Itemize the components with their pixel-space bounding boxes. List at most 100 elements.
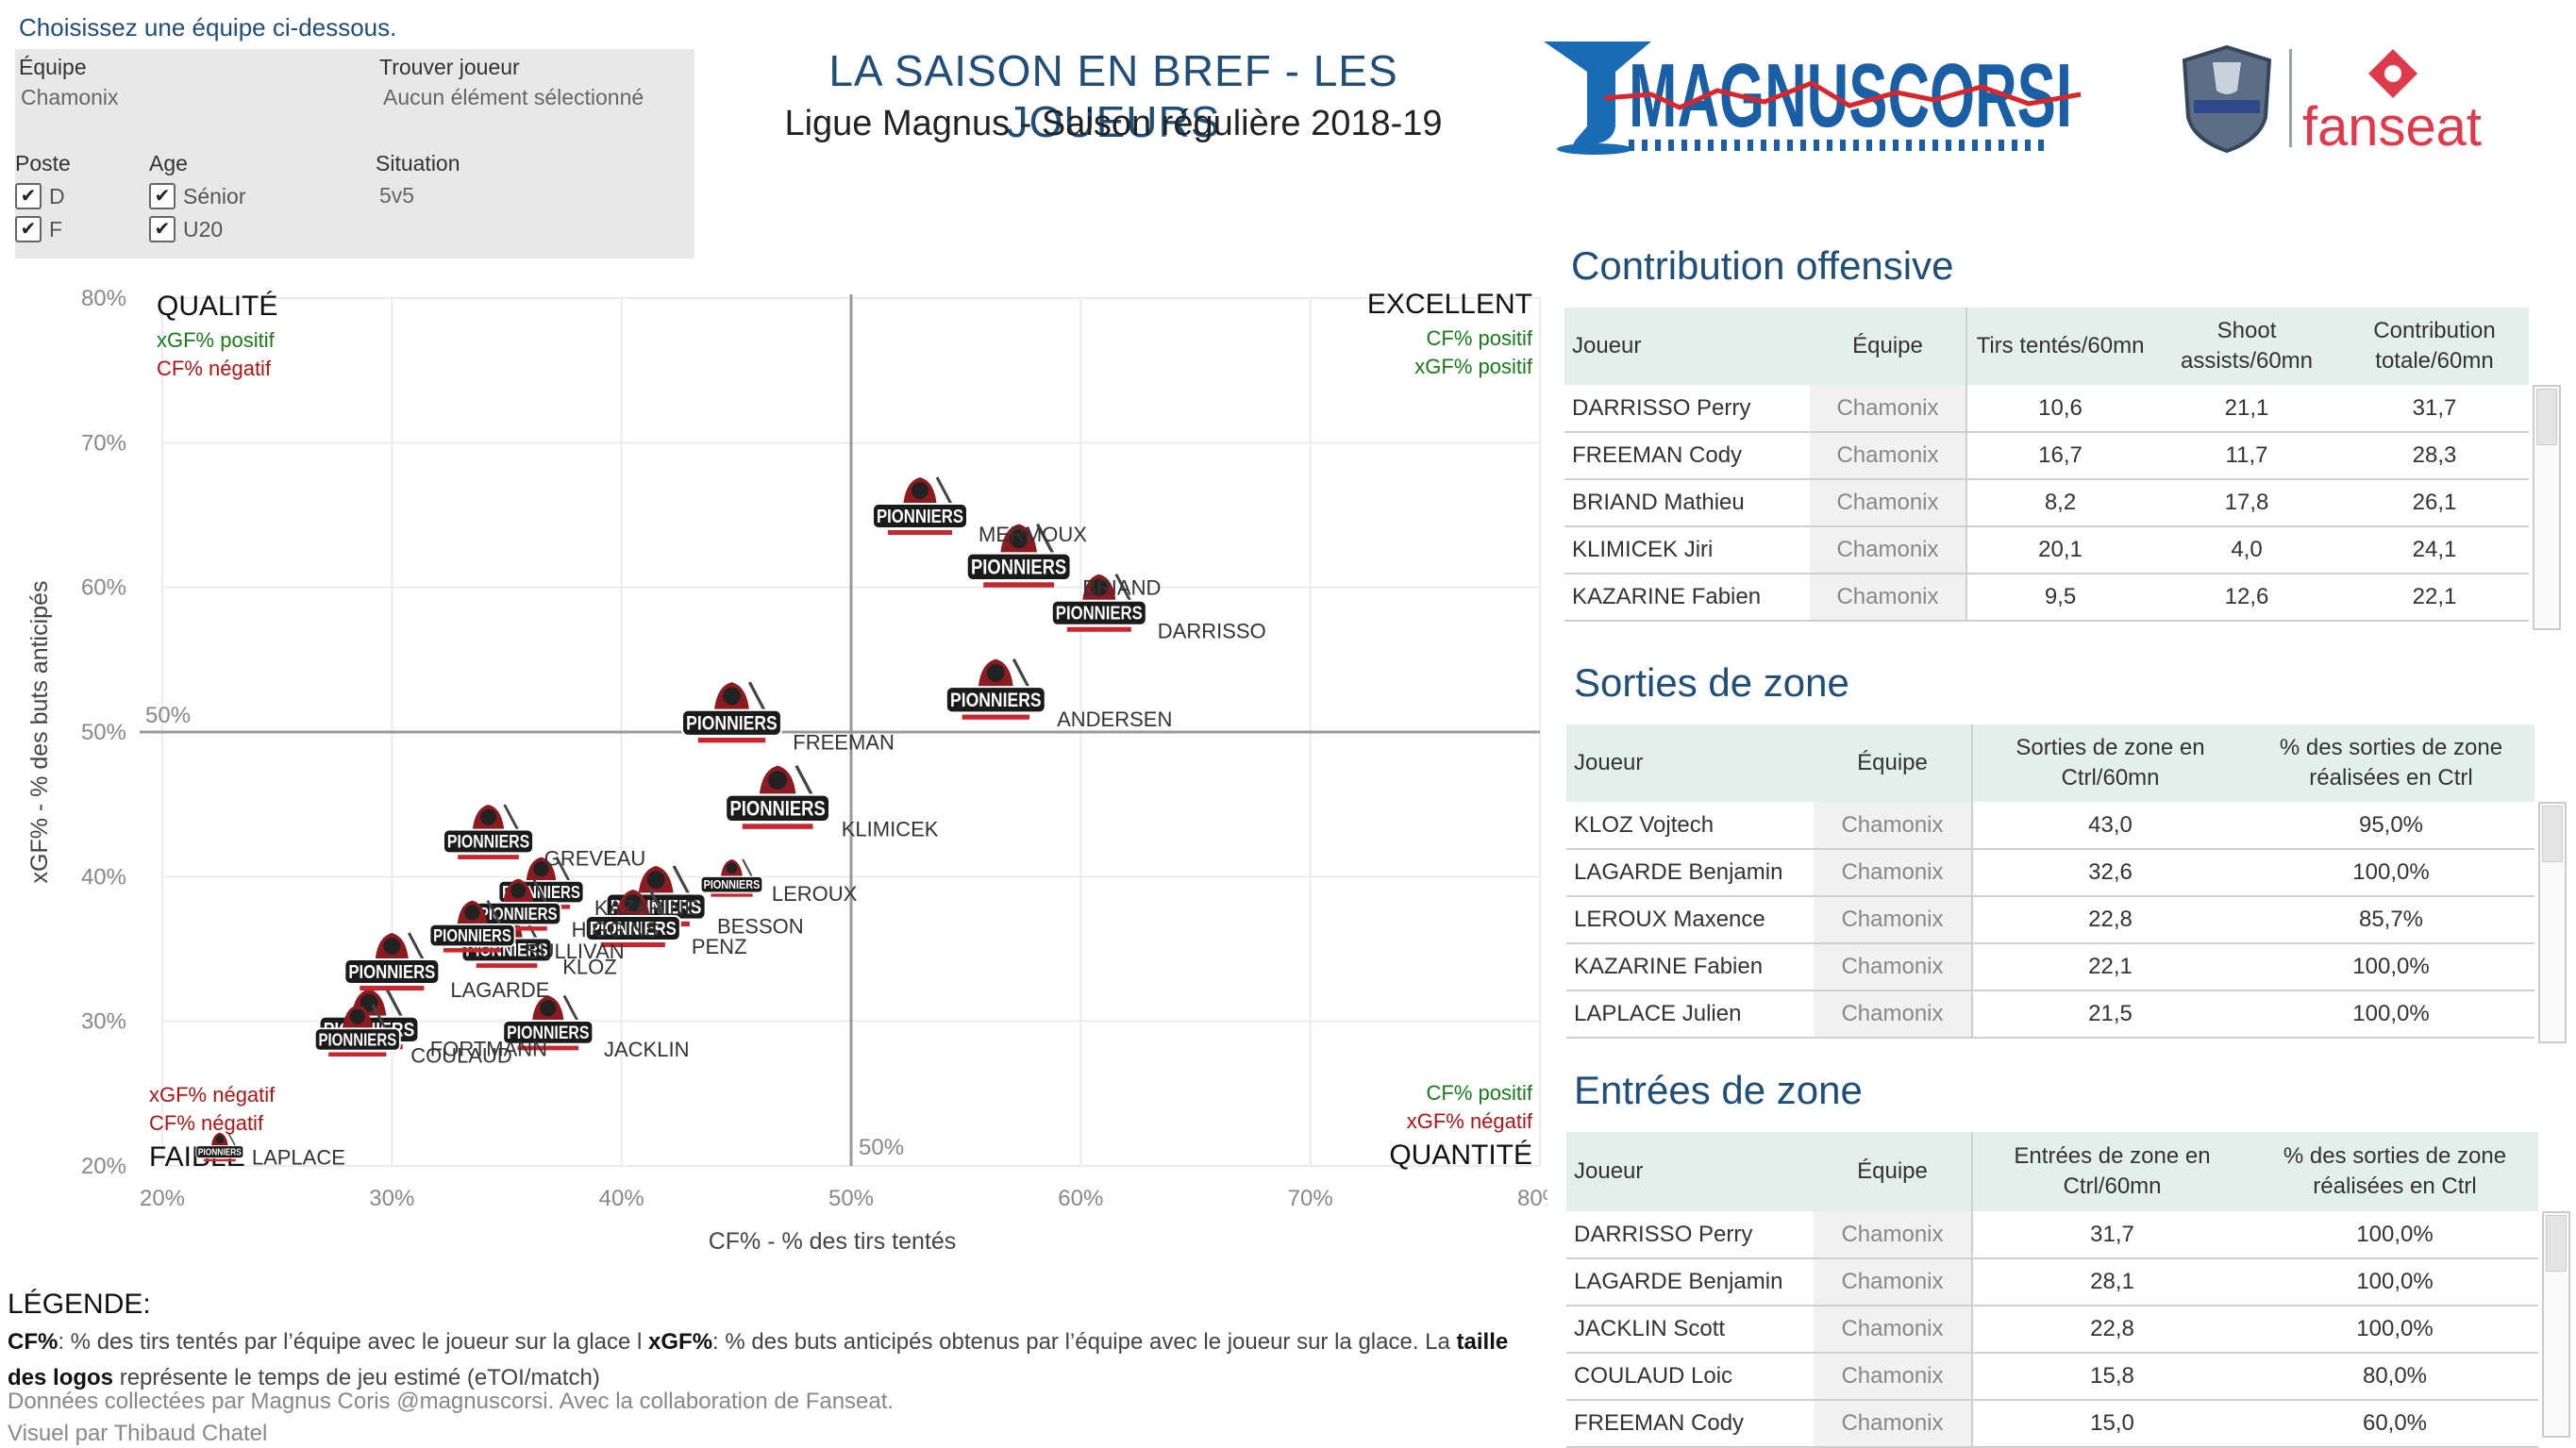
scrollbar-thumb[interactable] (2546, 1215, 2567, 1272)
entries-table: Joueur Équipe Entrées de zone en Ctrl/60… (1566, 1132, 2538, 1448)
position-filter-label: Poste (15, 151, 71, 175)
data-point-klimicek[interactable]: PIONNIERS (725, 764, 831, 829)
point-label: HIGGINS (572, 918, 660, 941)
position-label-d: D (49, 183, 65, 208)
table-row[interactable]: FREEMAN Cody Chamonix 15,0 60,0% (1566, 1400, 2538, 1448)
col-header-entries: Entrées de zone en Ctrl/60mn (1971, 1132, 2251, 1211)
checkbox-checked-icon: ✔ (15, 216, 42, 242)
logo-head-shape (215, 1135, 225, 1144)
position-checkbox-f[interactable]: ✔ F (15, 216, 62, 242)
data-point-penz[interactable]: PIONNIERS (584, 889, 681, 947)
logo-head-shape (540, 1000, 557, 1017)
data-point-freeman[interactable]: PIONNIERS (680, 681, 783, 743)
table-row[interactable]: LAPLACE Julien Chamonix 21,5 100,0% (1566, 990, 2534, 1039)
logo-head-shape (986, 663, 1005, 682)
player-search-label: Trouver joueur (379, 55, 520, 79)
table-row[interactable]: KLIMICEK Jiri Chamonix 20,1 4,0 24,1 (1564, 526, 2529, 574)
table-row[interactable]: FREEMAN Cody Chamonix 16,7 11,7 28,3 (1564, 432, 2529, 480)
logo-banner-shape (725, 793, 831, 824)
logo-banner-text: PIONNIERS (704, 877, 761, 891)
data-point-darrisso[interactable]: PIONNIERS (1050, 574, 1147, 632)
logo-underline-shape (711, 893, 753, 897)
table-row[interactable]: DARRISSO Perry Chamonix 10,6 21,1 31,7 (1564, 385, 2529, 433)
cell-value: 8,2 (1965, 479, 2153, 527)
data-point-leroux[interactable]: PIONNIERS (700, 858, 763, 897)
quadrant-note: xGF% négatif (149, 1083, 276, 1107)
data-point-jacklin[interactable]: PIONNIERS (502, 994, 594, 1051)
team-name: Chamonix (1814, 802, 1972, 850)
age-label-senior: Sénior (183, 183, 246, 208)
col-header-player: Joueur (1566, 724, 1814, 802)
logo-underline-shape (203, 1158, 236, 1162)
player-name: BRIAND Mathieu (1564, 479, 1810, 527)
cell-value: 31,7 (1971, 1211, 2251, 1259)
table-row[interactable]: LAGARDE Benjamin Chamonix 28,1 100,0% (1566, 1258, 2538, 1307)
scrollbar-thumb[interactable] (2542, 806, 2563, 862)
age-checkbox-u20[interactable]: ✔ U20 (149, 216, 223, 242)
instruction-text: Choisissez une équipe ci-dessous. (19, 13, 397, 42)
data-point-greveau[interactable]: PIONNIERS (443, 804, 534, 859)
position-checkbox-d[interactable]: ✔ D (15, 183, 65, 209)
team-name: Chamonix (1814, 990, 1972, 1039)
exits-table-scrollbar[interactable] (2538, 802, 2567, 1043)
cell-value: 28,1 (1971, 1258, 2251, 1307)
data-point-andersen[interactable]: PIONNIERS (945, 657, 1046, 720)
cell-value: 21,1 (2153, 385, 2340, 433)
player-search-select[interactable]: Aucun élément sélectionné (383, 85, 644, 109)
team-name: Chamonix (1810, 432, 1966, 480)
team-name: Chamonix (1814, 943, 1972, 991)
col-header-player: Joueur (1564, 308, 1810, 385)
data-point-laplace[interactable]: PIONNIERS (195, 1132, 244, 1162)
table-row[interactable]: KLOZ Vojtech Chamonix 43,0 95,0% (1566, 802, 2534, 850)
data-point-coulaud[interactable]: PIONNIERS (313, 1004, 401, 1057)
team-filter-select[interactable]: Chamonix (21, 85, 119, 109)
cell-value: 26,1 (2340, 479, 2529, 527)
y-tick-label: 50% (81, 720, 126, 745)
table-row[interactable]: LAGARDE Benjamin Chamonix 32,6 100,0% (1566, 849, 2534, 897)
table-row[interactable]: LEROUX Maxence Chamonix 22,8 85,7% (1566, 896, 2534, 944)
league-crest-logo (2175, 42, 2279, 155)
logo-underline-shape (443, 948, 502, 953)
table-row[interactable]: BRIAND Mathieu Chamonix 8,2 17,8 26,1 (1564, 479, 2529, 527)
cell-value: 17,8 (2153, 479, 2340, 527)
data-point-sullivan[interactable]: PIONNIERS (428, 900, 516, 953)
team-name: Chamonix (1810, 385, 1966, 433)
age-checkbox-senior[interactable]: ✔ Sénior (149, 183, 245, 209)
situation-filter-select[interactable]: 5v5 (379, 183, 415, 208)
quadrant-note: CF% positif (1427, 1081, 1533, 1105)
scatter-chart: 20% 30% 40% 50% 60% 70% 80% 20% 30% 40% 50% 60% 70% 8… (26, 286, 1547, 1255)
scrollbar-thumb[interactable] (2536, 389, 2557, 445)
legend-cf-term: CF% (8, 1329, 59, 1355)
point-label: BESSON (717, 914, 804, 938)
logo-head-shape (912, 482, 928, 499)
table-row[interactable]: DARRISSO Perry Chamonix 31,7 100,0% (1566, 1211, 2538, 1259)
col-header-team: Équipe (1810, 308, 1966, 385)
table-row[interactable]: KAZARINE Fabien Chamonix 22,1 100,0% (1566, 943, 2534, 991)
point-label: GREVEAU (544, 847, 646, 871)
quadrant-note: CF% négatif (157, 357, 272, 380)
data-point-lagarde[interactable]: PIONNIERS (343, 932, 441, 990)
data-point-briand[interactable]: PIONNIERS (965, 523, 1072, 588)
table-row[interactable]: KAZARINE Fabien Chamonix 9,5 12,6 22,1 (1564, 574, 2529, 622)
point-label: DARRISSO (1158, 620, 1266, 643)
checkbox-checked-icon: ✔ (149, 183, 176, 209)
logo-underline-shape (360, 986, 425, 990)
col-header-team: Équipe (1814, 1132, 1972, 1211)
team-name: Chamonix (1814, 1211, 1972, 1259)
logo-banner-shape (584, 915, 681, 941)
table-row[interactable]: COULAUD Loic Chamonix 15,8 80,0% (1566, 1353, 2538, 1401)
entries-table-scrollbar[interactable] (2542, 1211, 2570, 1438)
data-point-mermoux[interactable]: PIONNIERS (872, 476, 968, 535)
player-name: KLOZ Vojtech (1566, 802, 1814, 850)
x-tick-label: 50% (828, 1186, 874, 1211)
table-row[interactable]: JACKLIN Scott Chamonix 22,8 100,0% (1566, 1306, 2538, 1354)
cell-value: 15,0 (1971, 1400, 2251, 1448)
position-label-f: F (49, 216, 63, 241)
offense-table-scrollbar[interactable] (2533, 385, 2561, 630)
logo-banner-text: PIONNIERS (198, 1148, 242, 1158)
logo-banner-text: PIONNIERS (971, 555, 1066, 578)
point-label: LEROUX (772, 882, 858, 906)
logo-banner-shape (313, 1027, 401, 1052)
logo-banner-text: PIONNIERS (1056, 604, 1143, 624)
team-filter-label: Équipe (19, 55, 87, 79)
